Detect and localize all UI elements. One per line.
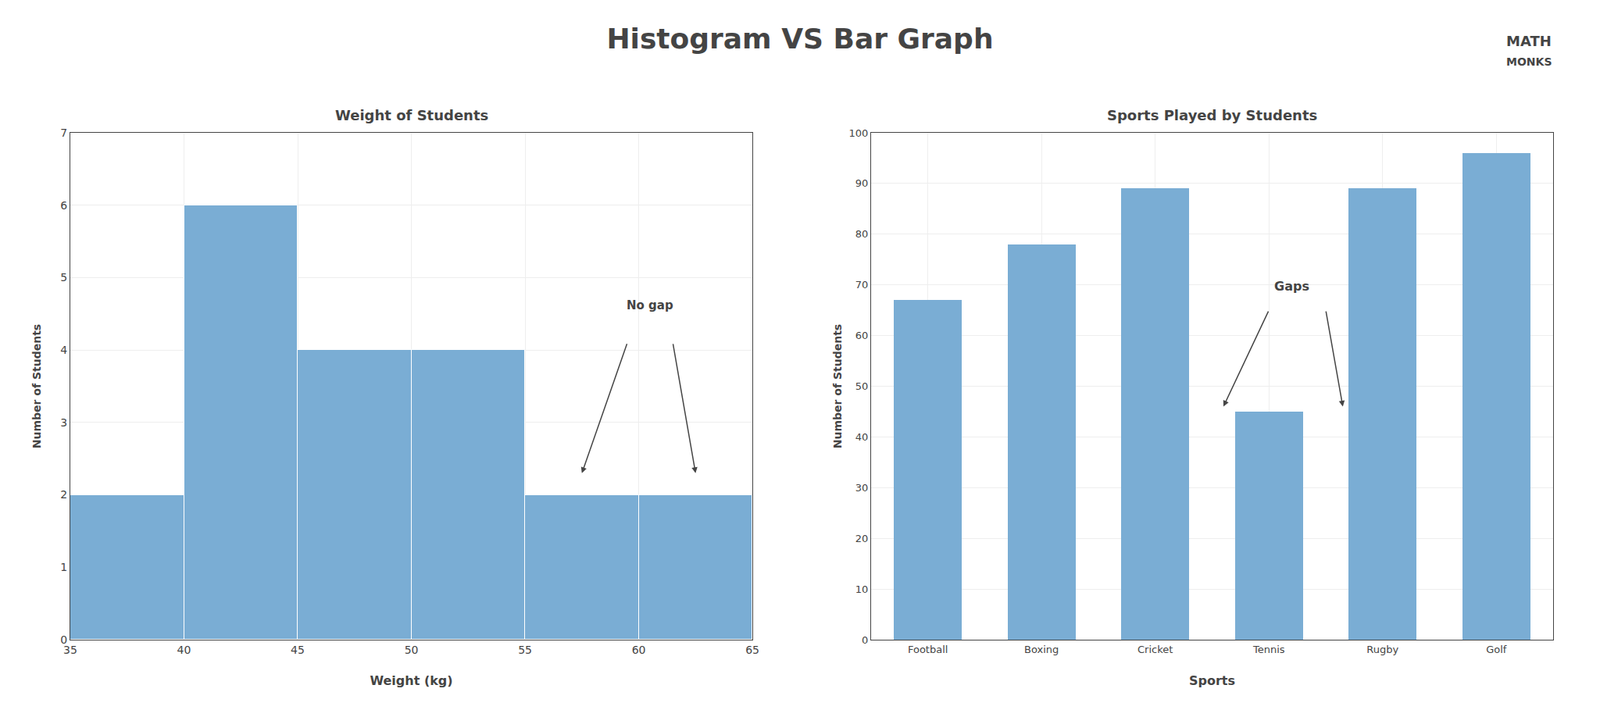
svg-text:Boxing: Boxing bbox=[1024, 643, 1059, 656]
svg-text:Sports Played by Students: Sports Played by Students bbox=[1107, 107, 1318, 124]
svg-text:0: 0 bbox=[60, 633, 68, 647]
svg-text:No gap: No gap bbox=[626, 298, 674, 313]
svg-text:1: 1 bbox=[60, 560, 68, 574]
svg-text:40: 40 bbox=[177, 643, 192, 657]
svg-text:50: 50 bbox=[855, 380, 869, 393]
svg-text:20: 20 bbox=[855, 532, 869, 545]
svg-text:60: 60 bbox=[855, 329, 869, 342]
svg-text:Histogram VS Bar Graph: Histogram VS Bar Graph bbox=[606, 22, 993, 55]
svg-text:Tennis: Tennis bbox=[1252, 643, 1286, 656]
svg-text:Rugby: Rugby bbox=[1366, 643, 1399, 656]
svg-text:3: 3 bbox=[60, 416, 68, 429]
svg-text:50: 50 bbox=[404, 643, 419, 657]
svg-text:5: 5 bbox=[60, 271, 68, 284]
svg-text:100: 100 bbox=[848, 127, 868, 140]
svg-text:40: 40 bbox=[855, 431, 869, 443]
svg-text:35: 35 bbox=[63, 643, 78, 657]
svg-text:4: 4 bbox=[60, 343, 68, 357]
svg-text:2: 2 bbox=[60, 488, 68, 501]
svg-text:Gaps: Gaps bbox=[1274, 278, 1310, 294]
svg-text:Weight of Students: Weight of Students bbox=[335, 107, 489, 124]
svg-text:Number of Students: Number of Students bbox=[831, 324, 844, 449]
svg-text:Sports: Sports bbox=[1189, 673, 1236, 689]
svg-text:10: 10 bbox=[855, 583, 869, 596]
svg-text:Weight (kg): Weight (kg) bbox=[369, 673, 453, 689]
svg-text:6: 6 bbox=[60, 199, 68, 212]
svg-text:Number of Students: Number of Students bbox=[30, 324, 43, 449]
svg-text:0: 0 bbox=[861, 634, 868, 647]
svg-text:65: 65 bbox=[745, 643, 760, 657]
svg-text:7: 7 bbox=[60, 126, 68, 140]
svg-text:45: 45 bbox=[290, 643, 305, 657]
svg-text:90: 90 bbox=[855, 177, 869, 190]
svg-text:30: 30 bbox=[855, 482, 869, 494]
svg-text:55: 55 bbox=[517, 643, 533, 657]
svg-text:Cricket: Cricket bbox=[1137, 643, 1173, 656]
svg-text:60: 60 bbox=[632, 643, 647, 657]
svg-text:70: 70 bbox=[855, 278, 869, 291]
svg-text:Golf: Golf bbox=[1485, 643, 1508, 656]
svg-text:Football: Football bbox=[907, 643, 948, 656]
svg-text:80: 80 bbox=[855, 228, 869, 240]
svg-text:MATH: MATH bbox=[1506, 32, 1552, 50]
svg-text:MONKS: MONKS bbox=[1506, 55, 1552, 68]
